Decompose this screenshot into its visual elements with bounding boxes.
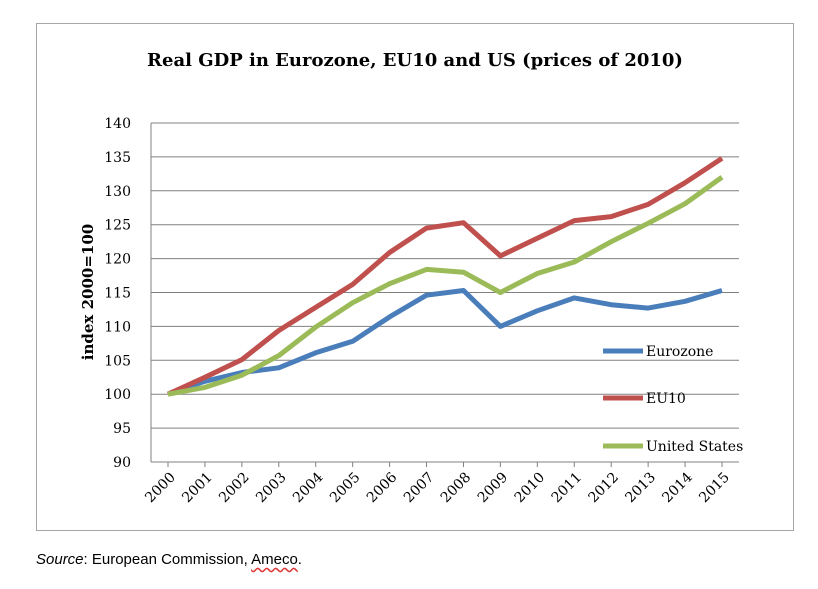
x-tick-label: 2011 [549, 470, 586, 507]
y-tick-label: 135 [104, 150, 131, 166]
y-tick-label: 140 [104, 116, 131, 132]
x-tick-label: 2010 [512, 470, 549, 507]
x-tick-label: 2012 [586, 470, 623, 507]
y-tick-label: 95 [113, 421, 131, 437]
series-line-eu10 [166, 156, 724, 397]
source-ameco-link: Ameco [251, 551, 298, 568]
y-tick-label: 115 [104, 286, 131, 302]
y-axis-label: index 2000=100 [79, 224, 97, 360]
series-lines [166, 156, 724, 397]
y-tick-label: 125 [104, 218, 131, 234]
series-line-united-states [167, 175, 724, 397]
legend-label: Eurozone [646, 344, 713, 360]
y-tick-label: 90 [113, 455, 131, 471]
x-tick-label: 2003 [253, 470, 290, 507]
source-trailing: . [297, 551, 302, 568]
x-axis-ticks: 2000 2001 2002 2003 2004 2005 2006 2007 2008 2009… [142, 462, 733, 506]
source-text: : European Commission, [83, 551, 252, 568]
x-tick-label: 2005 [327, 470, 364, 507]
source-label: Source [36, 551, 84, 568]
x-tick-label: 2004 [290, 469, 327, 506]
legend: Eurozone EU10 United States [603, 344, 743, 455]
source-note: Source: European Commission, Ameco. [36, 551, 302, 568]
x-tick-label: 2013 [622, 470, 659, 507]
x-tick-label: 2009 [475, 470, 512, 507]
legend-label: EU10 [646, 391, 686, 407]
chart-title: Real GDP in Eurozone, EU10 and US (price… [147, 50, 683, 71]
x-tick-label: 2006 [364, 469, 401, 506]
x-tick-label: 2001 [179, 470, 216, 507]
legend-label: United States [646, 439, 743, 455]
chart-frame: Real GDP in Eurozone, EU10 and US (price… [36, 23, 794, 531]
y-tick-label: 120 [104, 252, 131, 268]
x-tick-label: 2014 [659, 469, 696, 506]
y-tick-label: 110 [104, 319, 131, 335]
y-tick-label: 105 [104, 353, 131, 369]
x-tick-label: 2007 [401, 470, 438, 507]
x-tick-label: 2002 [216, 470, 253, 507]
y-axis-ticks: 90 95 100 105 110 115 120 125 130 135 140 [104, 116, 131, 471]
x-tick-label: 2008 [438, 470, 475, 507]
x-tick-label: 2015 [696, 470, 733, 507]
series-line-eurozone [167, 288, 723, 397]
line-chart: Real GDP in Eurozone, EU10 and US (price… [79, 50, 743, 506]
y-tick-label: 130 [104, 184, 131, 200]
y-tick-label: 100 [104, 387, 131, 403]
x-tick-label: 2000 [142, 470, 179, 507]
